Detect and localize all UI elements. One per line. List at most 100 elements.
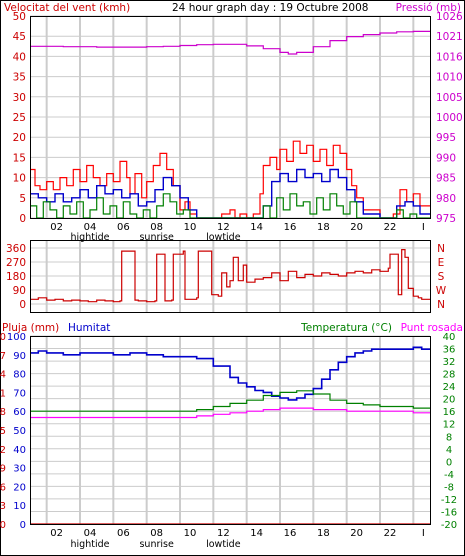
x-tick-label: 02	[50, 222, 63, 233]
temperature-axis-title: Temperatura (°C)	[300, 322, 392, 334]
temperature-tick-label: -4	[444, 470, 454, 481]
x-tick-label: 14	[250, 222, 263, 233]
temperature-tick-label: -12	[441, 495, 457, 506]
x-tick-label: 10	[184, 528, 197, 539]
direction-tick-label: 270	[6, 257, 26, 269]
wind-tick-label: 5	[19, 193, 26, 205]
x-tick-label: 04	[84, 528, 97, 539]
temperature-tick-label: 12	[443, 420, 456, 431]
wind-tick-label: 25	[13, 112, 26, 124]
temperature-tick-label: 24	[443, 382, 456, 393]
temperature-tick-label: -20	[441, 520, 457, 531]
temperature-tick-label: 36	[443, 345, 456, 356]
direction-tick-label: 0	[19, 299, 26, 311]
x-tick-label: 14	[250, 528, 263, 539]
x-tick-label: I	[422, 222, 425, 233]
x-marker-label: hightide	[71, 232, 110, 243]
temperature-tick-label: 32	[443, 357, 456, 368]
x-tick-label: 08	[150, 528, 163, 539]
humidity-tick-label: 60	[13, 407, 26, 418]
x-marker-label: hightide	[71, 539, 110, 550]
rain-tick-label: 18	[0, 407, 6, 418]
temperature-tick-label: 28	[443, 370, 456, 381]
series-dewpoint-line	[30, 407, 430, 419]
temperature-tick-label: 4	[446, 445, 452, 456]
series-pressure-line	[30, 30, 431, 55]
humidity-tick-label: 50	[13, 426, 26, 437]
series-humidity-line	[30, 346, 430, 401]
wind-tick-label: 20	[13, 132, 26, 144]
wind-tick-label: 45	[13, 31, 26, 43]
x-tick-label: 20	[350, 222, 363, 233]
pressure-tick-label: 1010	[436, 72, 463, 84]
pressure-tick-label: 990	[436, 152, 456, 164]
wind-tick-label: 0	[19, 213, 26, 225]
temperature-tick-label: 16	[443, 407, 456, 418]
x-tick-label: 02	[50, 528, 63, 539]
series-temperature-line	[30, 390, 430, 412]
compass-label: E	[438, 257, 445, 269]
rain-tick-label: 3	[0, 501, 6, 512]
x-tick-label: 18	[317, 528, 330, 539]
direction-tick-label: 360	[6, 243, 26, 255]
rain-tick-label: 21	[0, 388, 6, 399]
x-tick-label: 20	[350, 528, 363, 539]
wind-tick-label: 10	[13, 173, 26, 185]
x-tick-label: 04	[84, 222, 97, 233]
x-tick-label: 18	[317, 222, 330, 233]
x-tick-label: 22	[384, 528, 397, 539]
pressure-tick-label: 1026	[436, 11, 463, 23]
x-marker-label: sunrise	[139, 539, 173, 550]
rain-tick-label: 30	[0, 332, 6, 343]
pressure-tick-label: 1000	[436, 112, 463, 124]
rain-tick-label: 6	[0, 482, 6, 493]
humidity-tick-label: 40	[13, 445, 26, 456]
humidity-tick-label: 10	[13, 501, 26, 512]
pressure-tick-label: 980	[436, 193, 456, 205]
series-gust-line	[30, 140, 430, 219]
pressure-y-axis: 975 980 985 990 995 1000 1005 1010 1016 1021 1026	[436, 11, 463, 225]
series-min-line	[30, 193, 430, 219]
temperature-tick-label: 8	[446, 432, 452, 443]
wind-y-axis: 0 5 10 15 20 25 30 35 40 45 50	[13, 11, 26, 225]
temperature-tick-label: 20	[443, 395, 456, 406]
rain-tick-label: 15	[0, 426, 6, 437]
rain-tick-label: 0	[0, 520, 6, 531]
wind-tick-label: 50	[13, 11, 26, 23]
series-direction-line	[30, 249, 430, 303]
temperature-tick-label: -16	[441, 507, 457, 518]
wind-tick-label: 40	[13, 51, 26, 63]
pressure-tick-label: 975	[436, 213, 456, 225]
temperature-tick-label: -8	[444, 482, 454, 493]
x-tick-label: 16	[284, 528, 297, 539]
wind-axis-title: Velocitat del vent (kmh)	[4, 2, 130, 14]
humidity-tick-label: 30	[13, 464, 26, 475]
compass-label: N	[437, 243, 445, 255]
humidity-tick-label: 20	[13, 482, 26, 493]
temperature-tick-label: 40	[443, 332, 456, 343]
pressure-tick-label: 1005	[436, 92, 463, 104]
compass-label: S	[438, 271, 445, 283]
rain-tick-label: 24	[0, 370, 6, 381]
compass-label: N	[437, 299, 445, 311]
x-tick-label: 12	[217, 528, 230, 539]
rain-tick-label: 27	[0, 351, 6, 362]
direction-series	[30, 249, 430, 303]
rain-tick-label: 12	[0, 445, 6, 456]
wind-tick-label: 15	[13, 152, 26, 164]
pressure-tick-label: 1021	[436, 31, 463, 43]
x-tick-label: 06	[117, 222, 130, 233]
compass-label: W	[436, 285, 447, 297]
temperature-tick-label: 0	[446, 457, 452, 468]
wind-plot-frame	[30, 16, 431, 219]
climate-plot-frame	[30, 336, 431, 525]
pressure-tick-label: 995	[436, 132, 456, 144]
wind-tick-label: 30	[13, 92, 26, 104]
direction-tick-label: 90	[13, 285, 26, 297]
x-tick-label: I	[422, 528, 425, 539]
